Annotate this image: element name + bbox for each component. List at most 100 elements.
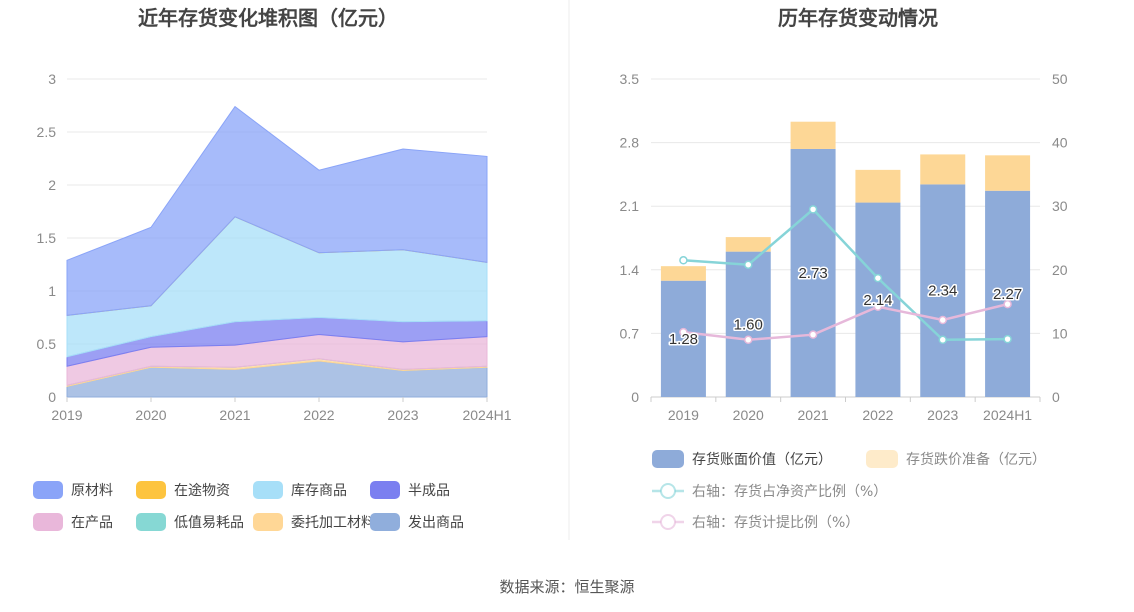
bar-存货账面价值（亿元）-2024H1	[985, 190, 1031, 397]
right-bars	[660, 121, 1031, 397]
right-x-tick-label: 2019	[668, 407, 699, 423]
right-x-tick-label: 2023	[927, 407, 958, 423]
right-y-tick-label: 2.8	[620, 135, 640, 151]
legend-label: 在途物资	[174, 482, 230, 499]
right-x-axis: 2019 2020 2021 2022 2023 2024H1	[650, 397, 1041, 423]
right-y2-tick-label: 40	[1052, 135, 1068, 151]
bar-value-label: 2.34	[928, 283, 957, 300]
legend-swatch	[652, 450, 684, 468]
source-note: 数据来源：恒生聚源	[499, 578, 634, 596]
right-y2-tick-label: 30	[1052, 198, 1068, 214]
legend-item-库存商品[interactable]: 库存商品	[253, 481, 347, 499]
legend-item-低值易耗品[interactable]: 低值易耗品	[136, 513, 244, 531]
legend-item-委托加工材料[interactable]: 委托加工材料	[253, 513, 375, 531]
legend-item-右轴：存货占净资产比例（%）[interactable]: 右轴：存货占净资产比例（%）	[652, 483, 887, 500]
left-x-tick-label: 2022	[303, 407, 334, 423]
bar-value-label: 1.60	[734, 316, 763, 333]
bar-存货跌价准备（亿元）-2023	[920, 154, 966, 185]
bar-value-label: 2.14	[863, 292, 892, 309]
right-y-tick-label: 0	[631, 389, 639, 405]
bar-存货跌价准备（亿元）-2024H1	[985, 155, 1031, 191]
bar-存货跌价准备（亿元）-2021	[790, 121, 836, 149]
left-x-tick-label: 2024H1	[462, 407, 511, 423]
legend-item-原材料[interactable]: 原材料	[33, 481, 113, 499]
legend-label: 存货跌价准备（亿元）	[906, 451, 1046, 468]
legend-item-在产品[interactable]: 在产品	[33, 513, 113, 531]
line-point	[808, 330, 818, 339]
left-y-tick-label: 0	[48, 389, 56, 405]
right-y-tick-label: 0.7	[620, 325, 640, 341]
legend-label: 原材料	[71, 483, 113, 499]
legend-label: 右轴：存货计提比例（%）	[692, 514, 859, 531]
legend-marker	[660, 483, 676, 499]
line-右轴：存货计提比例（%）	[683, 302, 1008, 342]
legend-label: 右轴：存货占净资产比例（%）	[692, 483, 887, 500]
legend-label: 存货账面价值（亿元）	[692, 451, 832, 468]
legend-item-右轴：存货计提比例（%）[interactable]: 右轴：存货计提比例（%）	[652, 514, 859, 531]
line-point	[938, 315, 947, 325]
right-chart-title: 历年存货变动情况	[778, 6, 938, 30]
right-y2-tick-label: 50	[1052, 71, 1068, 87]
left-y-tick-label: 2	[48, 177, 56, 193]
line-point	[744, 335, 753, 345]
right-x-tick-label: 2020	[733, 407, 764, 423]
right-y2-tick-label: 20	[1052, 262, 1068, 278]
right-y2-tick-label: 10	[1052, 325, 1068, 341]
legend-label: 发出商品	[408, 515, 464, 531]
left-x-axis: 2019 2020 2021 2022 2023 2024H1	[51, 397, 512, 423]
right-y-axis-right: 0 10 20 30 40 50	[1052, 71, 1068, 405]
right-legend: 存货账面价值（亿元） 存货跌价准备（亿元） 右轴：存货占净资产比例（%） 右轴：存货计…	[652, 450, 1046, 531]
legend-label: 库存商品	[291, 483, 347, 499]
legend-item-存货跌价准备（亿元）[interactable]: 存货跌价准备（亿元）	[866, 450, 1046, 468]
bar-存货跌价准备（亿元）-2022	[855, 169, 901, 203]
line-point	[1003, 299, 1012, 309]
bar-存货账面价值（亿元）-2022	[855, 202, 901, 397]
line-point	[1003, 334, 1012, 344]
left-y-tick-label: 0.5	[37, 336, 57, 352]
bar-value-label: 2.27	[993, 286, 1022, 303]
left-y-tick-label: 1.5	[37, 230, 57, 246]
legend-label: 半成品	[408, 483, 450, 499]
line-point	[938, 335, 947, 345]
legend-label: 低值易耗品	[174, 515, 244, 531]
left-stacked-area-chart: 近年存货变化堆积图（亿元） 0 0.5 1 1.5 2 2.5 3 2019 2020 2021…	[33, 6, 512, 531]
line-point	[744, 260, 753, 269]
bar-存货跌价准备（亿元）-2019	[660, 266, 706, 281]
left-y-tick-label: 3	[48, 71, 56, 87]
legend-item-存货账面价值（亿元）[interactable]: 存货账面价值（亿元）	[652, 450, 832, 468]
right-x-tick-label: 2022	[862, 407, 893, 423]
left-area-layers	[66, 105, 488, 398]
area-原材料	[66, 105, 488, 316]
legend-swatch	[136, 513, 166, 531]
legend-swatch	[866, 450, 898, 468]
legend-item-半成品[interactable]: 半成品	[370, 481, 450, 499]
legend-item-发出商品[interactable]: 发出商品	[370, 513, 464, 531]
right-y2-tick-label: 0	[1052, 389, 1060, 405]
legend-item-在途物资[interactable]: 在途物资	[136, 481, 230, 499]
right-y-axis-left: 0 0.7 1.4 2.1 2.8 3.5	[620, 71, 640, 405]
line-point	[679, 327, 688, 337]
left-chart-title: 近年存货变化堆积图（亿元）	[138, 6, 398, 30]
left-y-tick-label: 2.5	[37, 124, 57, 140]
left-y-axis: 0 0.5 1 1.5 2 2.5 3	[37, 71, 57, 405]
bar-存货账面价值（亿元）-2023	[920, 184, 966, 397]
bar-存货账面价值（亿元）-2020	[725, 251, 771, 397]
line-point	[873, 302, 883, 311]
right-x-tick-label: 2024H1	[983, 407, 1032, 423]
line-point	[808, 205, 818, 214]
left-x-tick-label: 2021	[219, 407, 250, 423]
left-x-tick-label: 2020	[135, 407, 166, 423]
bar-value-label: 1.28	[669, 331, 698, 348]
bar-存货账面价值（亿元）-2021	[790, 148, 836, 397]
right-bar-line-chart: 历年存货变动情况 1.28 1.60 2.73 2.14 2.34 2.27 0 0.7 1.…	[620, 6, 1068, 531]
right-grid	[651, 78, 1040, 398]
legend-swatch	[370, 513, 400, 531]
right-lines	[679, 205, 1012, 345]
legend-swatch	[33, 513, 63, 531]
bar-存货账面价值（亿元）-2019	[660, 280, 706, 397]
legend-label: 委托加工材料	[291, 515, 375, 531]
left-y-tick-label: 1	[48, 283, 56, 299]
line-右轴：存货占净资产比例（%）	[683, 207, 1008, 342]
legend-swatch	[370, 481, 400, 499]
